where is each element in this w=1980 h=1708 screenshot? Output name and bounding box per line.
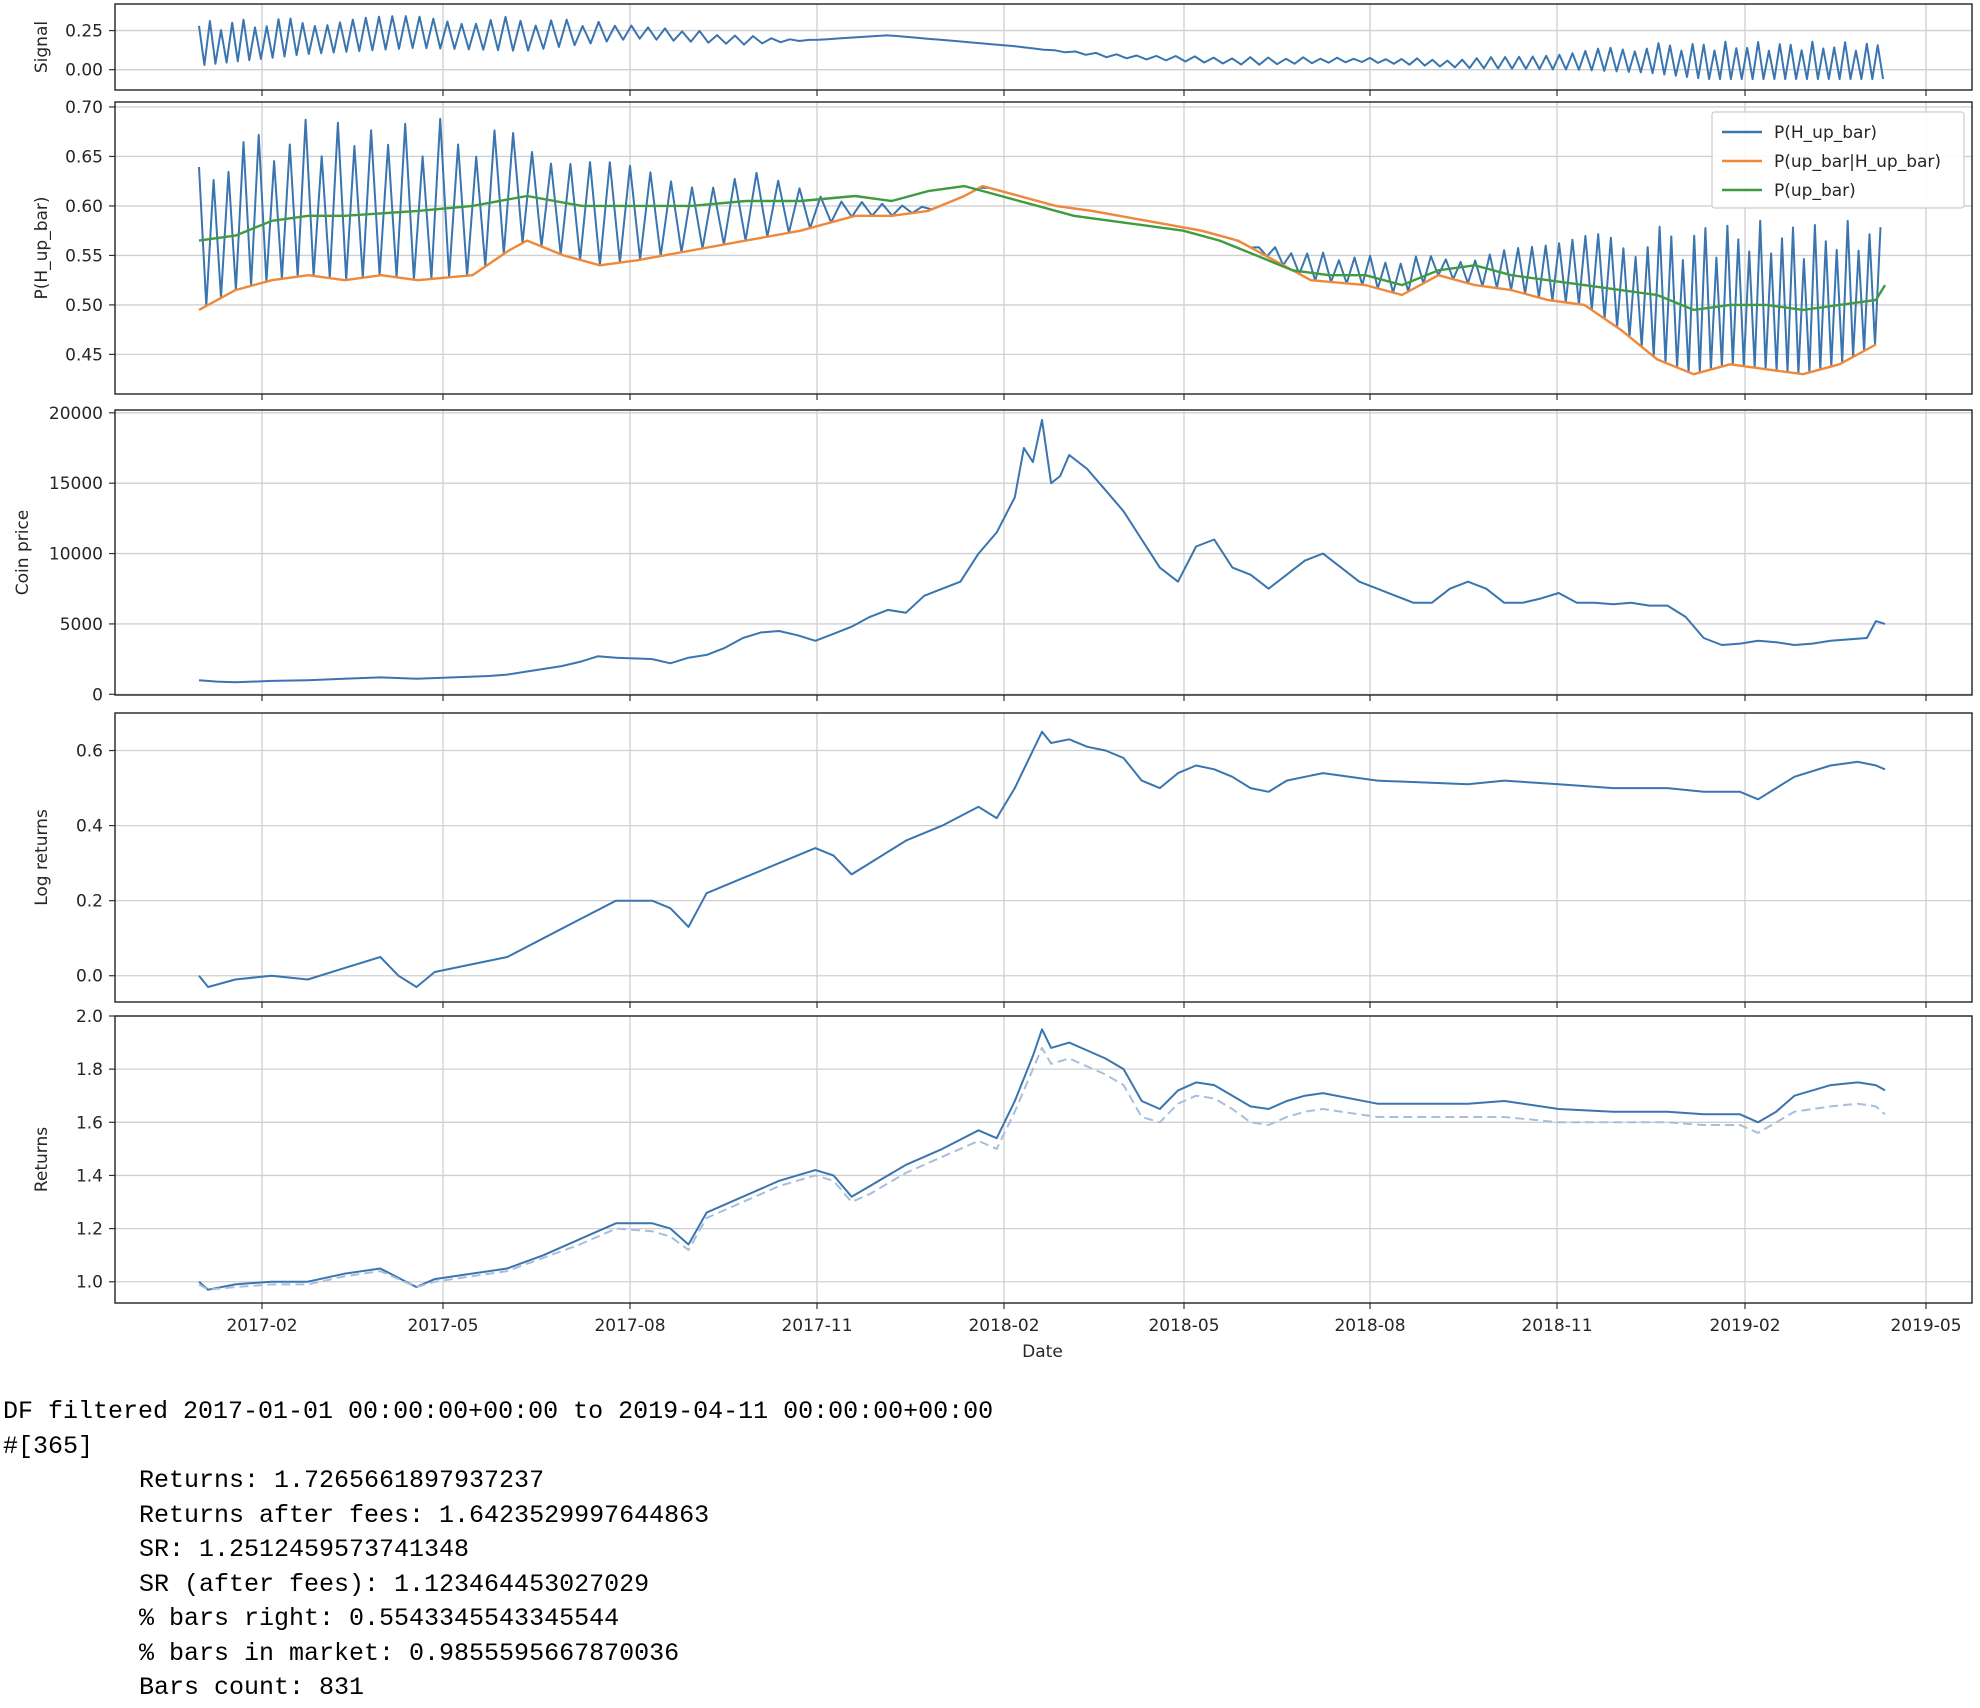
x-tick-label: 2018-08 [1334,1316,1405,1336]
x-tick-label: 2017-02 [226,1316,297,1336]
x-tick-label: 2018-11 [1521,1316,1592,1336]
legend-entry: P(up_bar) [1774,181,1856,201]
y-tick-label: 2.0 [76,1007,103,1027]
y-axis-label: Signal [32,21,52,73]
y-tick-label: 1.6 [76,1113,103,1133]
stat-bars-in-market: % bars in market: 0.9855595667870036 [139,1638,680,1668]
stat-bars-count: Bars count: 831 [139,1673,365,1702]
series-line-1 [198,730,1886,988]
y-tick-label: 1.0 [76,1273,103,1293]
y-tick-label: 5000 [60,615,103,635]
y-tick-label: 0.45 [65,345,103,365]
x-tick-label: 2017-11 [781,1316,852,1336]
y-tick-label: 1.2 [76,1220,103,1240]
stat-returns-after-fees: Returns after fees: 1.6423529997644863 [139,1500,710,1530]
axes-frame [114,3,1973,91]
stat-sr-after-fees: SR (after fees): 1.123464453027029 [139,1569,650,1599]
filter-line: DF filtered 2017-01-01 00:00:00+00:00 to… [3,1397,994,1426]
x-tick-label: 2019-05 [1890,1316,1961,1336]
y-tick-label: 15000 [49,474,103,494]
series-line-1 [198,15,1885,81]
y-tick-label: 1.8 [76,1060,103,1080]
panel-3: 0 5000 10000 15000 20000 Coin price [13,404,1973,705]
y-tick-label: 20000 [49,404,103,424]
y-tick-label: 0.2 [76,892,103,912]
y-axis-label: P(H_up_bar) [32,196,52,299]
legend-entry: P(H_up_bar) [1774,123,1877,143]
legend-box [1711,111,1965,209]
series-line-2 [198,184,1877,376]
x-tick-label: 2018-05 [1148,1316,1219,1336]
y-axis-label: Coin price [13,510,33,595]
stat-bars-right: % bars right: 0.5543345543345544 [139,1604,620,1633]
y-axis-label: Returns [32,1127,52,1192]
y-tick-label: 0.25 [65,22,103,42]
series-line-3 [198,184,1887,312]
y-tick-label: 0.4 [76,817,103,837]
y-tick-label: 0.70 [65,98,103,118]
count-line: #[365] [3,1431,94,1461]
x-tick-label: 2019-02 [1709,1316,1780,1336]
axes-frame [114,1015,1973,1304]
axes-frame [114,712,1973,1003]
panel-2: 0.450.500.550.600.650.70P(H_up_bar)P(H_u… [32,98,1973,400]
y-tick-label: 10000 [49,545,103,565]
y-tick-label: 1.4 [76,1166,103,1186]
panel-5: 1.0 1.2 1.4 1.6 1.8 2.0 Returns 2017-02 2017-05 2… [32,1007,1973,1362]
axes-frame [114,101,1973,395]
legend-entry: P(up_bar|H_up_bar) [1774,152,1941,172]
series-line-2 [198,1046,1886,1291]
x-axis-label: Date [1022,1342,1063,1362]
series-line-1 [198,418,1886,684]
y-tick-label: 0.55 [65,246,103,266]
legend: P(H_up_bar) P(up_bar|H_up_bar) P(up_bar) [1711,111,1965,209]
series-line-1 [198,1028,1886,1291]
panel-4: 0.0 0.2 0.4 0.6 Log returns [32,712,1973,1008]
y-tick-label: 0.00 [65,61,103,81]
x-tick-label: 2018-02 [968,1316,1039,1336]
y-axis-label: Log returns [32,809,52,906]
y-tick-label: 0.60 [65,197,103,217]
y-tick-label: 0 [92,685,103,705]
x-tick-label: 2017-08 [594,1316,665,1336]
axes-frame [114,409,1973,696]
panel-1: 0.00 0.25 Signal [32,3,1973,96]
multi-panel-chart: 0.000.25Signal0.450.500.550.600.650.70P(… [13,3,1973,1362]
stat-returns: Returns: 1.7265661897937237 [139,1466,545,1495]
x-tick-label: 2017-05 [407,1316,478,1336]
y-tick-label: 0.6 [76,742,103,762]
y-tick-label: 0.50 [65,296,103,316]
console-output: DF filtered 2017-01-01 00:00:00+00:00 to… [3,1395,993,1706]
y-tick-label: 0.0 [76,967,103,987]
stat-sr: SR: 1.2512459573741348 [139,1535,470,1564]
y-tick-label: 0.65 [65,147,103,167]
